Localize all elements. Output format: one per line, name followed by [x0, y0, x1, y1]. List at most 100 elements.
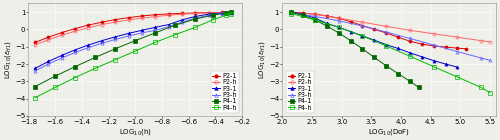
P2-h	[430, 33, 436, 35]
P3-1	[99, 40, 105, 42]
P4-1	[383, 65, 389, 67]
P2-h	[99, 24, 105, 25]
P2-h	[336, 17, 342, 19]
P2-h	[360, 21, 366, 23]
P2-1	[219, 12, 225, 13]
P2-1	[59, 32, 65, 33]
P4-h	[192, 26, 198, 28]
P3-h	[336, 20, 342, 22]
P4-h	[360, 35, 366, 37]
P3-1	[407, 52, 413, 54]
P3-h	[430, 44, 436, 46]
P3-h	[46, 63, 52, 65]
P4-1	[228, 12, 234, 13]
P2-1	[324, 15, 330, 17]
P4-1	[312, 19, 318, 21]
P2-1	[86, 24, 91, 26]
P3-h	[487, 59, 493, 61]
Line: P3-1: P3-1	[290, 11, 459, 69]
P3-1	[336, 26, 342, 28]
Line: P2-h: P2-h	[290, 11, 492, 43]
P3-1	[442, 63, 448, 65]
P2-h	[487, 41, 493, 43]
P4-h	[288, 13, 294, 14]
P4-h	[72, 77, 78, 78]
P2-1	[336, 17, 342, 19]
P2-1	[192, 12, 198, 14]
P4-1	[336, 32, 342, 34]
Legend: P2-1, P2-h, P3-1, P3-h, P4-1, P4-h: P2-1, P2-h, P3-1, P3-h, P4-1, P4-h	[210, 71, 238, 113]
P2-h	[59, 34, 65, 36]
P2-h	[46, 39, 52, 41]
P2-h	[112, 21, 118, 23]
P3-h	[59, 57, 65, 59]
P4-1	[172, 24, 178, 26]
P3-1	[288, 11, 294, 13]
P2-h	[139, 17, 145, 19]
P2-1	[126, 17, 132, 18]
P2-h	[288, 12, 294, 13]
P4-h	[32, 97, 38, 99]
P3-h	[152, 29, 158, 31]
P3-h	[288, 12, 294, 14]
Line: P2-1: P2-1	[290, 11, 468, 50]
P2-h	[72, 30, 78, 32]
P4-1	[72, 66, 78, 67]
P2-h	[126, 19, 132, 21]
P3-h	[219, 12, 225, 14]
P3-h	[206, 14, 212, 16]
Line: P3-h: P3-h	[34, 11, 233, 73]
P4-h	[52, 87, 58, 88]
P2-1	[152, 14, 158, 16]
P4-1	[360, 48, 366, 50]
P3-1	[72, 49, 78, 51]
P2-h	[192, 13, 198, 14]
P3-h	[360, 25, 366, 27]
P2-h	[179, 13, 185, 15]
P2-1	[419, 43, 425, 45]
P4-1	[407, 80, 413, 82]
P4-h	[172, 34, 178, 35]
P3-h	[99, 42, 105, 44]
P2-1	[228, 11, 234, 13]
P2-h	[152, 16, 158, 18]
Line: P4-1: P4-1	[290, 11, 420, 89]
P3-1	[32, 67, 38, 69]
P2-1	[300, 12, 306, 14]
Line: P4-h: P4-h	[290, 12, 492, 94]
P2-h	[32, 44, 38, 46]
P2-h	[383, 25, 389, 27]
P4-1	[192, 18, 198, 20]
P3-1	[126, 33, 132, 34]
P3-h	[32, 70, 38, 72]
P3-1	[312, 17, 318, 19]
Line: P2-1: P2-1	[34, 11, 233, 44]
P4-h	[407, 55, 413, 57]
P3-1	[206, 13, 212, 15]
P2-h	[478, 40, 484, 42]
P2-1	[112, 19, 118, 20]
P2-1	[288, 11, 294, 13]
P3-1	[324, 23, 330, 24]
Line: P3-h: P3-h	[290, 11, 492, 62]
P2-1	[395, 36, 401, 38]
P2-1	[430, 45, 436, 47]
P2-1	[442, 46, 448, 48]
P3-1	[192, 16, 198, 17]
Line: P3-1: P3-1	[34, 11, 233, 70]
Legend: P2-1, P2-h, P3-1, P3-h, P4-1, P4-h: P2-1, P2-h, P3-1, P3-h, P4-1, P4-h	[286, 71, 314, 113]
P2-1	[360, 25, 366, 26]
P3-h	[112, 39, 118, 40]
X-axis label: LOG$_{10}$(h): LOG$_{10}$(h)	[119, 127, 152, 136]
P3-h	[179, 21, 185, 23]
P3-1	[166, 24, 172, 25]
P4-h	[312, 19, 318, 21]
P3-h	[312, 16, 318, 17]
P3-h	[478, 57, 484, 59]
P4-1	[324, 25, 330, 27]
P3-h	[72, 52, 78, 53]
X-axis label: LOG$_{10}$(DoF): LOG$_{10}$(DoF)	[368, 127, 410, 136]
P4-h	[430, 66, 436, 67]
P3-1	[219, 12, 225, 14]
P2-h	[407, 29, 413, 31]
